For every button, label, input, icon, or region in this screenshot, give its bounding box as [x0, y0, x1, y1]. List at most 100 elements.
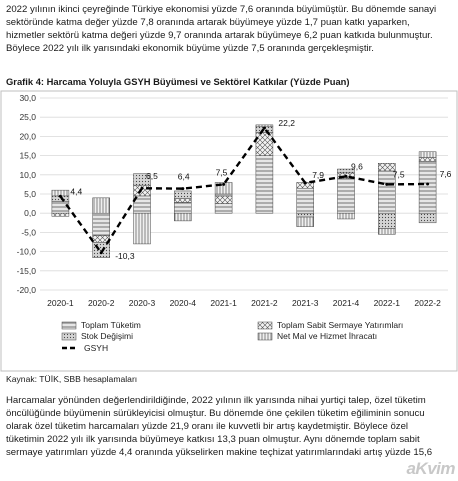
- bar-segment: [51, 212, 70, 217]
- gsyh-line: 4,4 -10,3 6,5 6,4 7,5 22,2 7,9 9,6 7,5 7,6: [58, 118, 452, 261]
- legend-label: Net Mal ve Hizmet İhracatı: [277, 331, 377, 341]
- legend-swatch: [257, 332, 273, 341]
- y-tick-label: -15,0: [17, 266, 37, 276]
- bar-segment: [296, 216, 314, 227]
- bar-segment: [296, 187, 314, 214]
- bar-segment: [418, 157, 437, 162]
- y-tick-label: -5,0: [21, 227, 36, 237]
- x-tick-label: 2021-1: [210, 298, 237, 308]
- y-tick-label: 5,0: [24, 189, 36, 199]
- x-tick-label: 2021-4: [333, 298, 360, 308]
- y-axis-labels: 30,0 25,0 20,0 15,0 10,0 5,0 0,0 -5,0 -10,0 -15,0…: [17, 93, 37, 295]
- gsyh-data-label: 7,5: [393, 169, 405, 179]
- bar-segment: [174, 212, 192, 222]
- legend-swatch: [61, 321, 77, 330]
- gsyh-data-label: 7,9: [312, 170, 324, 180]
- legend-label: GSYH: [84, 343, 108, 353]
- x-tick-label: 2020-2: [88, 298, 115, 308]
- x-tick-label: 2020-1: [47, 298, 74, 308]
- y-tick-label: 10,0: [19, 170, 36, 180]
- source-note: Kaynak: TÜİK, SBB hesaplamaları: [6, 374, 138, 384]
- bar-segment: [255, 132, 274, 156]
- gsyh-data-label: 6,5: [146, 171, 158, 181]
- gsyh-point: [262, 126, 266, 130]
- x-tick-label: 2021-3: [292, 298, 319, 308]
- chart-frame: [0, 90, 458, 372]
- bar-segment: [133, 212, 151, 245]
- chart-legend: Toplam Tüketim Toplam Sabit Sermaye Yatır…: [61, 320, 403, 353]
- gsyh-line-path: [59, 125, 428, 255]
- body-paragraph: Harcamalar yönünden değerlendirildiğinde…: [6, 395, 452, 460]
- legend-swatch: [61, 332, 77, 341]
- bar-segment: [296, 212, 314, 218]
- gsyh-point: [303, 181, 307, 185]
- y-tick-label: -20,0: [17, 285, 37, 295]
- y-tick-label: 25,0: [19, 112, 36, 122]
- bar-segment: [174, 202, 192, 214]
- gsyh-point: [222, 182, 226, 186]
- gdp-contribution-chart: 30,0 25,0 20,0 15,0 10,0 5,0 0,0 -5,0 -10,0 -15,0…: [0, 90, 458, 372]
- bar-segment: [337, 212, 355, 220]
- bar-segment: [214, 195, 233, 204]
- gsyh-point: [140, 186, 144, 190]
- gsyh-data-label: 9,6: [351, 161, 363, 171]
- bar-segment: [214, 182, 233, 195]
- gsyh-data-label: 6,4: [178, 172, 190, 182]
- bar-segment: [418, 161, 437, 214]
- bar-segment: [174, 190, 192, 199]
- gsyh-data-label: 7,5: [216, 167, 228, 177]
- gsyh-data-label: 4,4: [70, 186, 82, 196]
- gsyh-data-label: 7,6: [440, 169, 452, 179]
- y-tick-label: -10,0: [17, 247, 37, 257]
- bar-segment: [337, 168, 355, 174]
- text-line: öncülüğünde büyümenin sürükleyicisi olmu…: [6, 407, 425, 419]
- text-line: sermaye yatırımları yüzde 4,4 oranında y…: [6, 446, 433, 458]
- chart-bars: [51, 124, 437, 258]
- bar-segment: [214, 203, 233, 214]
- legend-label: Toplam Tüketim: [81, 320, 141, 330]
- bar-segment: [92, 212, 110, 236]
- bar-segment: [418, 151, 437, 158]
- watermark-logo: aKvim: [406, 459, 455, 478]
- text-line: hizmetler sektörü katma değeri yüzde 9,7…: [6, 29, 433, 41]
- bar-segment: [255, 155, 274, 214]
- bar-segment: [92, 197, 110, 214]
- y-tick-label: 0,0: [24, 208, 36, 218]
- bar-segment: [51, 201, 70, 214]
- x-tick-label: 2022-1: [374, 298, 401, 308]
- bar-segment: [174, 198, 192, 203]
- gsyh-point: [58, 194, 62, 198]
- bar-segment: [133, 173, 151, 186]
- x-tick-label: 2020-3: [129, 298, 156, 308]
- text-line: 2022 yılının ikinci çeyreğinde Türkiye e…: [6, 4, 437, 15]
- legend-label: Stok Değişimi: [81, 331, 133, 341]
- bar-segment: [378, 163, 396, 172]
- text-line: Harcamalar yönünden değerlendirildiğinde…: [6, 395, 426, 406]
- legend-swatch: [257, 321, 273, 330]
- gsyh-point: [344, 174, 348, 178]
- x-tick-label: 2021-2: [251, 298, 278, 308]
- x-tick-label: 2020-4: [170, 298, 197, 308]
- gsyh-data-label: 22,2: [278, 118, 295, 128]
- bar-segment: [92, 242, 110, 258]
- text-line: sektöründe katma değer yüzde 7,8 oranınd…: [6, 16, 410, 28]
- intro-paragraph: 2022 yılının ikinci çeyreğinde Türkiye e…: [6, 4, 452, 56]
- bar-segment: [418, 212, 437, 224]
- figure-caption: Grafik 4: Harcama Yoluyla GSYH Büyümesi …: [6, 76, 350, 87]
- text-line: olarak özel tüketim harcamaları yüzde 21…: [6, 420, 409, 432]
- gsyh-point: [99, 251, 103, 255]
- y-tick-label: 15,0: [19, 151, 36, 161]
- y-tick-label: 30,0: [19, 93, 36, 103]
- bar-segment: [337, 178, 355, 214]
- x-tick-label: 2022-2: [414, 298, 441, 308]
- x-axis-labels: 2020-1 2020-2 2020-3 2020-4 2021-1 2021-2 2021…: [47, 298, 441, 308]
- legend-label: Toplam Sabit Sermaye Yatırımları: [277, 320, 403, 330]
- bar-segment: [378, 228, 396, 235]
- gsyh-data-label: -10,3: [115, 251, 135, 261]
- gsyh-point: [426, 182, 430, 186]
- bar-segment: [214, 193, 233, 197]
- bar-segment: [378, 212, 396, 229]
- text-line: tüketimin 2022 yılı ilk yarısında büyüme…: [6, 433, 420, 445]
- text-line: Böylece 2022 yılı ilk yarısındaki ekonom…: [6, 42, 374, 54]
- gsyh-point: [385, 182, 389, 186]
